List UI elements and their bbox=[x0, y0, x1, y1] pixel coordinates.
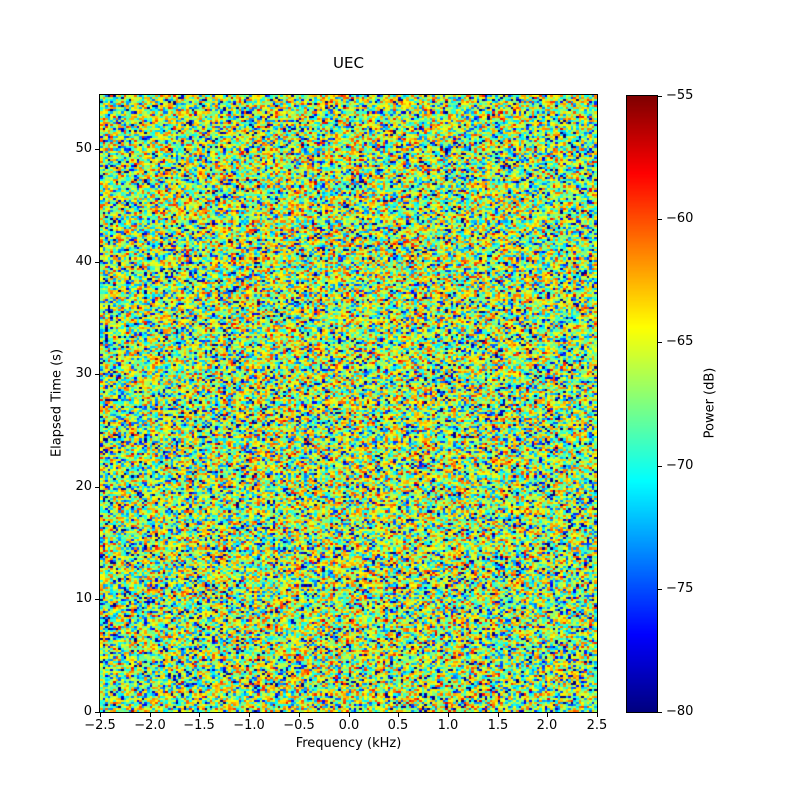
x-axis-label: Frequency (kHz) bbox=[295, 736, 402, 751]
colorbar-tick-label: −65 bbox=[666, 334, 694, 349]
x-tick-label: 1.0 bbox=[437, 718, 459, 733]
colorbar-tick bbox=[658, 96, 662, 97]
colorbar-label: Power (dB) bbox=[702, 367, 718, 439]
colorbar-tick bbox=[658, 466, 662, 467]
x-tick bbox=[448, 713, 449, 717]
x-tick bbox=[398, 713, 399, 717]
x-tick-label: −1.0 bbox=[233, 718, 265, 733]
spectrogram-canvas bbox=[100, 95, 597, 712]
y-tick-label: 0 bbox=[83, 704, 92, 719]
x-tick bbox=[299, 713, 300, 717]
y-tick-label: 10 bbox=[75, 591, 92, 606]
colorbar-tick bbox=[658, 589, 662, 590]
x-tick-label: −2.5 bbox=[84, 718, 116, 733]
y-tick-label: 20 bbox=[75, 479, 92, 494]
colorbar-tick-label: −60 bbox=[666, 211, 694, 226]
x-tick bbox=[498, 713, 499, 717]
colorbar bbox=[626, 95, 658, 713]
plot-area bbox=[99, 94, 598, 713]
y-tick bbox=[95, 374, 99, 375]
y-tick-label: 50 bbox=[75, 141, 92, 156]
x-tick-label: 1.5 bbox=[487, 718, 509, 733]
y-tick bbox=[95, 487, 99, 488]
y-tick bbox=[95, 149, 99, 150]
y-tick-label: 30 bbox=[75, 366, 92, 381]
colorbar-tick bbox=[658, 219, 662, 220]
x-tick bbox=[150, 713, 151, 717]
x-tick-label: −0.5 bbox=[283, 718, 315, 733]
colorbar-tick-label: −80 bbox=[666, 704, 694, 719]
colorbar-tick bbox=[658, 712, 662, 713]
y-tick bbox=[95, 262, 99, 263]
x-tick bbox=[349, 713, 350, 717]
x-tick-label: 2.0 bbox=[536, 718, 558, 733]
x-tick-label: 0.0 bbox=[338, 718, 360, 733]
colorbar-tick bbox=[658, 342, 662, 343]
colorbar-tick-label: −75 bbox=[666, 581, 694, 596]
colorbar-gradient-canvas bbox=[627, 96, 657, 712]
colorbar-tick-label: −70 bbox=[666, 458, 694, 473]
x-tick-label: −1.5 bbox=[183, 718, 215, 733]
y-tick-label: 40 bbox=[75, 254, 92, 269]
x-tick bbox=[199, 713, 200, 717]
x-tick bbox=[249, 713, 250, 717]
x-tick bbox=[547, 713, 548, 717]
x-tick-label: 0.5 bbox=[387, 718, 409, 733]
chart-title: UEC bbox=[333, 54, 364, 72]
x-tick-label: −2.0 bbox=[134, 718, 166, 733]
y-tick bbox=[95, 712, 99, 713]
x-tick bbox=[100, 713, 101, 717]
x-tick bbox=[597, 713, 598, 717]
y-tick bbox=[95, 599, 99, 600]
colorbar-tick-label: −55 bbox=[666, 88, 694, 103]
x-tick-label: 2.5 bbox=[586, 718, 608, 733]
